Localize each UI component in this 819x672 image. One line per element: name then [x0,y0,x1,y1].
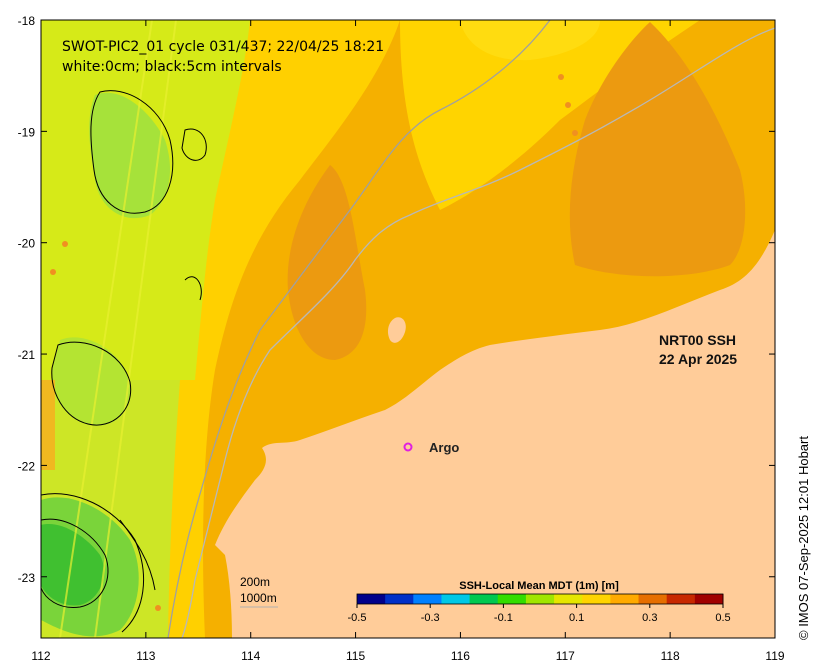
land-barrow-island [387,317,406,343]
colorbar-cell [385,594,414,604]
x-tick-label: 112 [31,649,50,663]
colorbar-cell [582,594,611,604]
x-tick-label: 118 [661,649,680,663]
colorbar-cell [554,594,583,604]
map-title-line2: white:0cm; black:5cm intervals [62,59,282,75]
credit-text: © IMOS 07-Sep-2025 12:01 Hobart [796,436,811,640]
colorbar-cell [638,594,668,604]
y-tick-label: -21 [18,348,36,362]
y-tick-label: -18 [18,14,36,28]
colorbar-cell [610,594,640,604]
contour-line [40,518,109,608]
contour-line [40,493,145,633]
colorbar-tick-label: -0.3 [421,612,440,624]
colorbar-tick-label: 0.5 [715,612,730,624]
colorbar-tick-label: -0.1 [494,612,513,624]
colorbar-tick-label: -0.5 [348,612,367,624]
y-tick-label: -19 [18,125,36,139]
x-tick-label: 114 [241,649,260,663]
colorbar-frame [356,593,724,605]
colorbar-cell [694,594,724,604]
obs-dot [50,269,56,275]
y-tick-label: -22 [18,459,36,473]
colorbar-cell [357,594,386,604]
x-tick-label: 119 [765,649,784,663]
sea-yellow-patch-ne [460,20,600,61]
contour-1000m [167,19,551,639]
contour-line [90,90,174,214]
obs-dot [572,130,578,136]
contour-line [181,128,207,161]
contour-legend: 200m 1000m [240,575,278,608]
colorbar-tick-label: 0.3 [642,612,657,624]
sea-green-patch-2 [51,337,131,426]
x-tick-label: 116 [451,649,470,663]
sea-dark-eddy-2 [569,22,746,277]
colorbar-ticks: -0.5 -0.3 -0.1 0.1 0.3 0.5 [348,604,731,624]
colorbar-cell [666,594,696,604]
product-name: NRT00 SSH [659,332,736,348]
obs-dot [155,605,161,611]
obs-dot [558,74,564,80]
y-tick-label: -23 [18,571,36,585]
x-tick-label: 117 [556,649,575,663]
colorbar-cell [441,594,471,604]
colorbar-cell [413,594,442,604]
colorbar-cells [357,594,724,604]
product-date: 22 Apr 2025 [659,351,737,367]
swot-swath-edge-1 [59,19,153,639]
argo-marker [403,442,413,452]
y-tick-label: -20 [18,237,36,251]
colorbar-cell [525,594,555,604]
sea-orange-west-strip [41,380,55,470]
contour-legend-200m: 200m [240,575,270,589]
map-panel: Argo SWOT-PIC2_01 cycle 031/437; 22/04/2… [40,19,776,639]
observation-dots [50,74,578,611]
colorbar: SSH-Local Mean MDT (1m) [m] -0.5 -0.3 -0.1… [348,580,731,624]
x-tick-label: 113 [136,649,155,663]
contour-legend-1000m: 1000m [240,591,277,605]
contour-line [119,519,156,591]
contour-line [184,276,202,301]
y-axis: -18 -19 -20 -21 -22 -23 [18,14,775,585]
sea-green-patch-1 [89,92,170,219]
sea-green-patch-4 [41,524,104,606]
colorbar-cell [469,594,499,604]
black-contours [40,90,207,633]
colorbar-tick-label: 0.1 [569,612,584,624]
colorbar-cell [497,594,527,604]
land-australia [215,230,775,638]
obs-dot [565,102,571,108]
colorbar-title: SSH-Local Mean MDT (1m) [m] [459,580,619,592]
contour-line [51,341,132,426]
contour-200m [181,27,776,639]
argo-label: Argo [429,440,459,455]
argo-float: Argo [403,440,459,455]
map-frame [40,19,776,639]
x-axis: 112 113 114 115 116 117 118 119 [31,20,785,663]
obs-dot [62,241,68,247]
x-tick-label: 115 [346,649,365,663]
map-title-line1: SWOT-PIC2_01 cycle 031/437; 22/04/25 18:… [62,39,384,55]
